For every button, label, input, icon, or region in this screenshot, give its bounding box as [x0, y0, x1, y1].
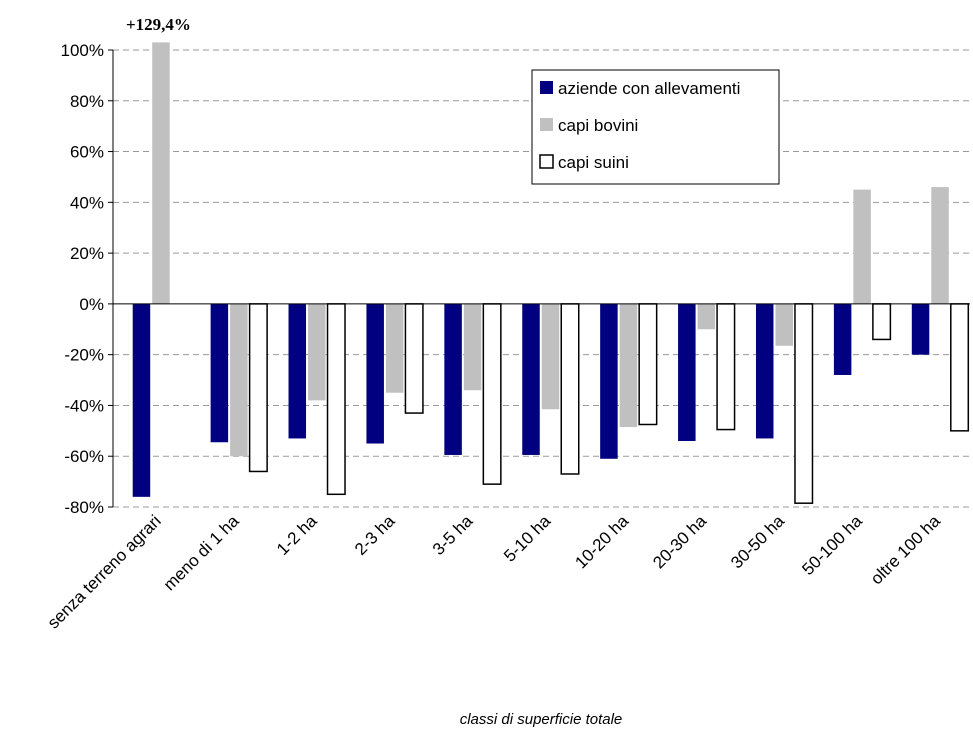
- bar-1-10: [931, 187, 949, 304]
- legend-items: aziende con allevamenti capi bovini capi s…: [539, 79, 740, 172]
- legend-swatch: [540, 81, 553, 94]
- y-tick-label: -40%: [64, 396, 104, 415]
- bar-1-1: [230, 303, 248, 457]
- bar-0-0: [132, 303, 151, 497]
- bar-0-8: [755, 303, 774, 439]
- bar-2-5: [560, 303, 580, 475]
- bar-1-6: [619, 303, 638, 428]
- bar-1-4: [463, 303, 482, 391]
- bar-2-9: [872, 303, 892, 341]
- category-label: 50-100 ha: [798, 511, 866, 579]
- bar-2-3: [404, 303, 424, 414]
- bar-1-2: [308, 303, 326, 401]
- category-label: 5-10 ha: [500, 511, 555, 566]
- legend: aziende con allevamenti capi bovini capi s…: [531, 69, 780, 185]
- annotation-label: +129,4%: [126, 15, 191, 34]
- category-label: senza terreno agrari: [44, 511, 165, 632]
- bar-0-1: [210, 303, 229, 443]
- bar-0-6: [600, 303, 618, 459]
- bar-1-3: [385, 303, 404, 393]
- y-tick-label: 100%: [61, 41, 104, 60]
- category-label: meno di 1 ha: [160, 511, 243, 594]
- legend-swatch: [540, 118, 553, 131]
- bar-0-7: [678, 303, 696, 441]
- legend-swatch: [539, 154, 554, 169]
- bar-1-7: [697, 303, 716, 330]
- bar-2-4: [482, 303, 502, 485]
- bar-0-4: [444, 303, 462, 455]
- bar-2-2: [326, 303, 346, 496]
- legend-label: aziende con allevamenti: [558, 79, 740, 98]
- y-tick-label: 60%: [70, 143, 104, 162]
- y-tick-label: -80%: [64, 498, 104, 517]
- bar-2-8: [794, 303, 814, 504]
- y-tick-labels: 100% 80% 60% 40% 20% 0% -20% -40% -60% -80%: [61, 41, 104, 517]
- y-tick-label: 80%: [70, 92, 104, 111]
- category-label: 3-5 ha: [429, 511, 477, 559]
- x-axis-title: classi di superficie totale: [460, 711, 623, 728]
- y-tick-label: -60%: [64, 447, 104, 466]
- category-label: 30-50 ha: [727, 511, 788, 572]
- bar-1-0: [152, 42, 170, 304]
- y-tick-label: 0%: [79, 295, 104, 314]
- bar-0-10: [911, 303, 930, 355]
- bar-2-10: [950, 303, 970, 432]
- category-label: 10-20 ha: [571, 511, 632, 572]
- legend-box: [531, 69, 780, 185]
- bar-0-9: [833, 303, 852, 375]
- bar-2-1: [248, 303, 268, 473]
- category-label: 1-2 ha: [273, 511, 321, 559]
- category-label: oltre 100 ha: [867, 511, 944, 588]
- y-tick-label: -20%: [64, 346, 104, 365]
- category-label: 20-30 ha: [649, 511, 710, 572]
- bar-1-9: [853, 189, 871, 304]
- bar-0-2: [288, 303, 307, 439]
- legend-label: capi bovini: [558, 116, 638, 135]
- bar-2-7: [716, 303, 736, 431]
- bar-0-5: [522, 303, 540, 455]
- bar-1-8: [775, 303, 793, 346]
- bar-1-5: [541, 303, 560, 410]
- axes: [112, 50, 970, 507]
- y-tick-label: 40%: [70, 193, 104, 212]
- bar-0-3: [366, 303, 384, 444]
- category-label: 2-3 ha: [351, 511, 399, 559]
- bars: [132, 42, 970, 504]
- legend-label: capi suini: [558, 153, 629, 172]
- y-tick-label: 20%: [70, 244, 104, 263]
- bar-2-6: [638, 303, 658, 426]
